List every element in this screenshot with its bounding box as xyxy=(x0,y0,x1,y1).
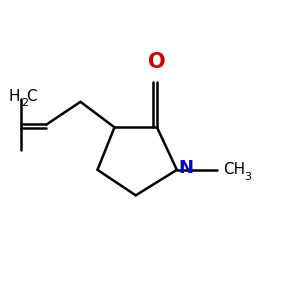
Text: 2: 2 xyxy=(21,98,28,108)
Text: C: C xyxy=(27,88,37,104)
Text: 3: 3 xyxy=(244,172,251,182)
Text: H: H xyxy=(8,88,20,104)
Text: CH: CH xyxy=(224,162,246,177)
Text: O: O xyxy=(148,52,166,72)
Text: N: N xyxy=(178,159,193,177)
